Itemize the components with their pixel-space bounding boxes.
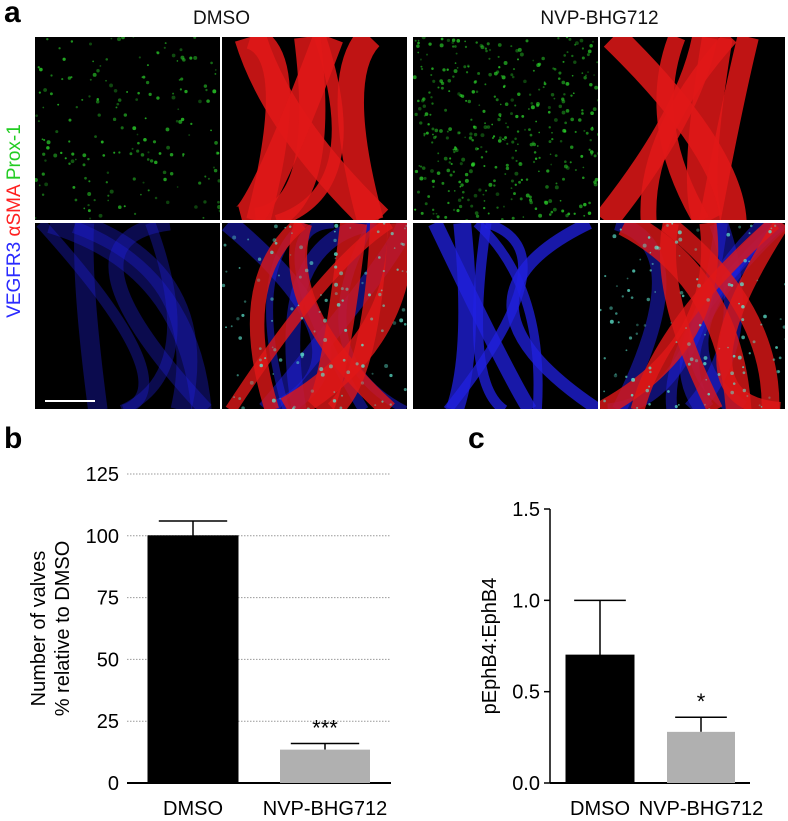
group-header-nvp: NVP-BHG712 [540,8,659,29]
significance-marker: * [697,689,706,714]
x-tick-label: NVP-BHG712 [263,798,388,820]
channel-asma: αSMA [4,185,25,242]
significance-marker: *** [312,715,338,740]
x-tick-label: NVP-BHG712 [639,798,764,820]
y-tick-label: 50 [97,649,119,671]
y-tick-label: 1.0 [512,590,540,612]
bar-dmso [565,654,635,784]
micrograph-nvp-red [600,37,785,220]
micrograph-dmso-blue [35,223,220,409]
bar-nvp-bhg712 [667,731,735,783]
group-header-dmso: DMSO [193,8,250,29]
x-tick-label: DMSO [570,798,630,820]
panel-a-label: a [4,0,21,29]
y-tick-label: 75 [97,588,119,610]
y-tick-label: 0 [108,773,119,795]
y-tick-label: 125 [86,464,119,486]
chart-b: 0 25 50 75 100 125 DMSO *** NVP-BHG712 Number of … [28,464,391,820]
micrograph-dmso-green [35,37,220,220]
y-tick-label: 25 [97,711,119,733]
channel-vegfr3: VEGFR3 [4,241,25,318]
y-tick-label: 100 [86,526,119,548]
x-tick-label: DMSO [163,798,223,820]
bar-nvp-bhg712 [280,749,370,783]
y-tick-label: 1.5 [512,499,540,521]
bar-dmso [147,535,239,784]
panel-b-label: b [4,422,23,455]
micrograph-dmso-merge [222,223,407,409]
panel-c-label: c [468,422,485,455]
micrograph-nvp-blue [413,223,598,409]
channel-prox1: Prox-1 [4,124,25,186]
micrograph-nvp-green [413,37,598,220]
y-tick-label: 0.5 [512,682,540,704]
channel-legend: VEGFR3 αSMA Prox-1 [4,106,26,336]
y-tick-label: 0.0 [512,773,540,795]
micrograph-dmso-red [222,37,407,220]
y-axis-label: Number of valves [28,551,50,707]
micrograph-nvp-merge [600,223,785,409]
y-axis-label: % relative to DMSO [52,541,74,717]
y-axis-label: pEphB4:EphB4 [479,578,501,715]
chart-c: 0.0 0.5 1.0 1.5 DMSO * NVP-BHG712 pEphB4:EphB4 [479,499,764,820]
